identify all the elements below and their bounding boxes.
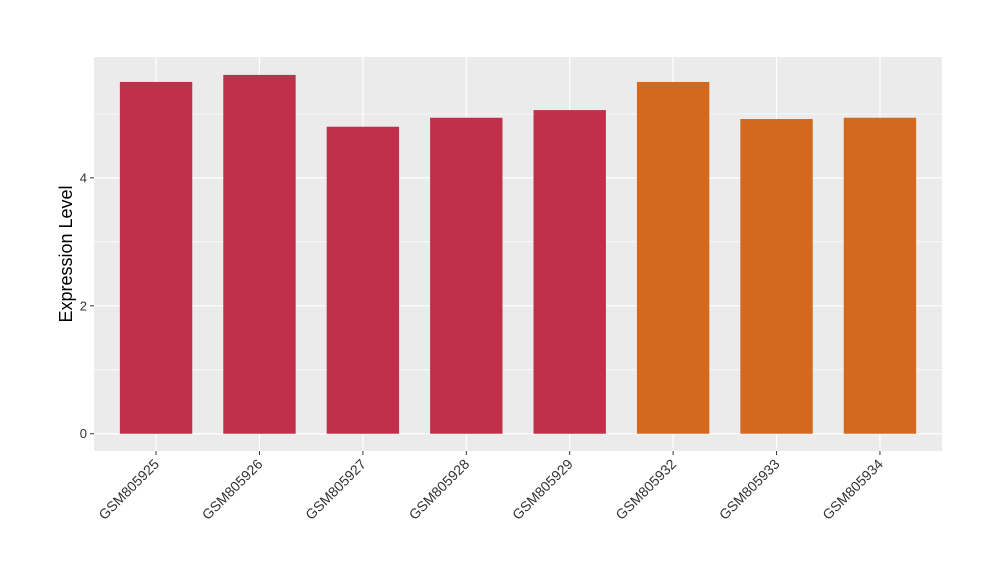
x-tick-label: GSM805928 <box>406 456 473 523</box>
bar <box>636 81 710 434</box>
y-tick-label: 4 <box>80 170 87 185</box>
x-tick-label: GSM805932 <box>612 456 679 523</box>
x-tick-label: GSM805925 <box>95 456 162 523</box>
bar <box>430 117 503 434</box>
y-tick-label: 0 <box>80 426 87 441</box>
x-tick-label: GSM805933 <box>716 456 783 523</box>
y-tick-label: 2 <box>80 298 87 313</box>
bar <box>740 119 813 434</box>
bar <box>223 74 296 434</box>
bar <box>119 81 193 434</box>
y-axis-label: Expression Level <box>56 185 76 322</box>
bar <box>533 110 606 434</box>
panel <box>94 57 942 451</box>
bar <box>326 126 400 434</box>
x-tick-label: GSM805929 <box>509 456 576 523</box>
x-tick-label: GSM805926 <box>199 456 266 523</box>
bar <box>843 117 917 434</box>
x-tick-label: GSM805927 <box>302 456 369 523</box>
x-tick-label: GSM805934 <box>819 456 886 523</box>
